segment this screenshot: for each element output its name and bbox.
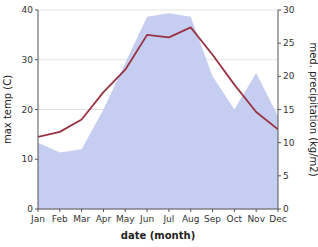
axes: JanFebMarAprMayJunJulAugSepOctNovDec0102…	[22, 5, 295, 224]
x-tick-label: Feb	[52, 214, 68, 224]
temp-line	[38, 27, 278, 136]
x-tick-label: Apr	[96, 214, 112, 224]
x-tick	[103, 209, 104, 212]
y-tick	[35, 109, 38, 110]
x-tick-label: May	[116, 214, 135, 224]
y2-tick-label: 0	[283, 204, 289, 214]
x-tick	[81, 209, 82, 212]
y2-tick	[278, 43, 281, 44]
y2-tick	[278, 76, 281, 77]
y-tick-label: 30	[22, 55, 34, 65]
x-tick-label: Nov	[247, 214, 265, 224]
y2-tick-label: 15	[283, 105, 294, 115]
y2-axis-label: med. precipitation (kg/m2)	[308, 42, 318, 176]
x-tick-label: Aug	[182, 214, 200, 224]
y2-tick-label: 20	[283, 71, 295, 81]
x-tick-label: Sep	[204, 214, 221, 224]
x-tick	[212, 209, 213, 212]
x-axis-label: date (month)	[121, 230, 195, 241]
y-tick	[35, 159, 38, 160]
y2-tick	[278, 109, 281, 110]
y-tick	[35, 209, 38, 210]
x-tick	[125, 209, 126, 212]
x-tick-label: Dec	[269, 214, 286, 224]
x-tick	[168, 209, 169, 212]
y-tick-label: 20	[22, 105, 34, 115]
y2-tick	[278, 142, 281, 143]
x-tick	[190, 209, 191, 212]
precip-area	[38, 13, 278, 209]
y2-tick-label: 10	[283, 138, 295, 148]
y2-tick-label: 5	[283, 171, 289, 181]
x-axis-line	[38, 209, 278, 210]
x-tick	[147, 209, 148, 212]
plot-area	[38, 13, 278, 209]
x-tick	[256, 209, 257, 212]
chart: JanFebMarAprMayJunJulAugSepOctNovDec0102…	[0, 0, 318, 247]
x-tick-label: Mar	[73, 214, 90, 224]
grid-line	[38, 209, 278, 210]
y-tick-label: 40	[22, 5, 34, 15]
y-tick	[35, 59, 38, 60]
x-tick	[59, 209, 60, 212]
y2-tick-label: 30	[283, 5, 295, 15]
y-tick	[35, 10, 38, 11]
y-tick-label: 10	[22, 154, 34, 164]
grid-line	[38, 10, 278, 11]
y-tick-label: 0	[27, 204, 33, 214]
x-tick-label: Oct	[227, 214, 243, 224]
x-tick-label: Jan	[30, 214, 45, 224]
y-axis-label: max temp (C)	[2, 75, 13, 144]
x-tick-label: Jul	[162, 214, 174, 224]
y2-tick	[278, 10, 281, 11]
grid	[38, 10, 278, 209]
y2-tick	[278, 175, 281, 176]
y2-tick-label: 25	[283, 38, 294, 48]
y2-tick	[278, 209, 281, 210]
x-tick	[234, 209, 235, 212]
x-tick-label: Jun	[139, 214, 154, 224]
